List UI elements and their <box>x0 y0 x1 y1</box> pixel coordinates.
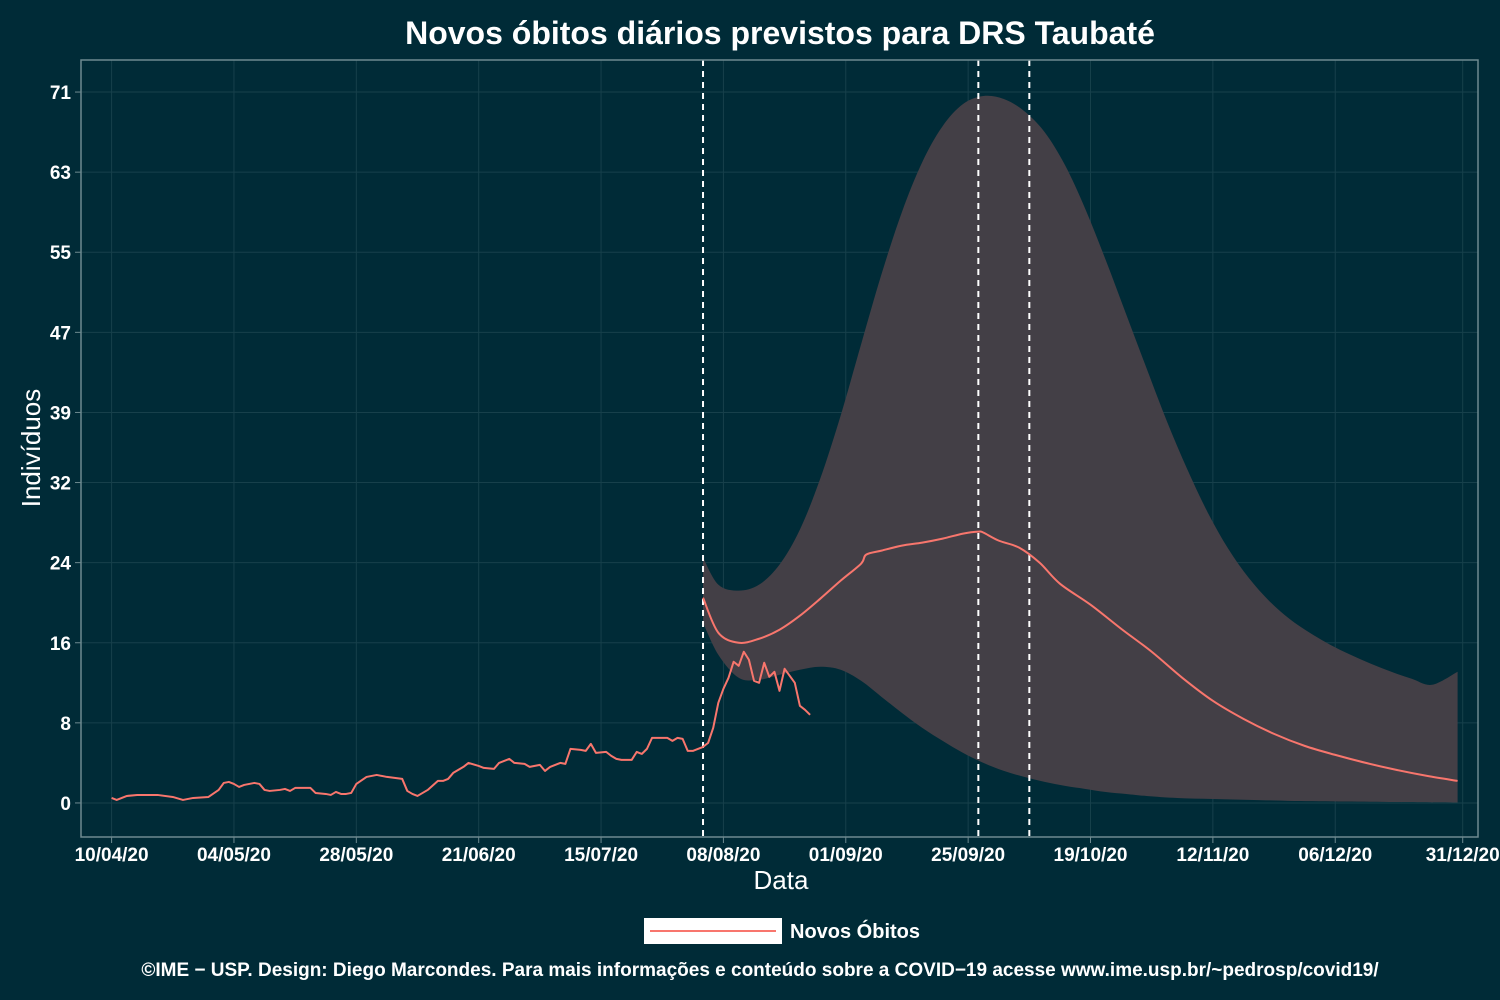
y-tick-label: 47 <box>50 323 71 344</box>
y-tick-label: 71 <box>50 83 72 104</box>
y-tick-label: 8 <box>60 714 71 735</box>
x-tick-label: 15/07/20 <box>564 845 638 866</box>
legend: Novos Óbitos <box>644 918 920 944</box>
y-tick-label: 24 <box>50 554 72 575</box>
x-tick-label: 21/06/20 <box>442 845 516 866</box>
series-lines <box>111 530 1458 801</box>
vertical-reference-lines <box>702 60 1031 837</box>
plot-area <box>80 59 1479 838</box>
y-tick-label: 55 <box>50 243 72 264</box>
y-tick-label: 32 <box>50 474 71 495</box>
x-axis-title: Data <box>754 865 809 895</box>
y-tick-label: 39 <box>50 403 71 424</box>
chart-title: Novos óbitos diários previstos para DRS … <box>405 15 1155 51</box>
x-tick-label: 08/08/20 <box>686 845 760 866</box>
forecast-band <box>703 95 1458 803</box>
observed-line <box>111 650 811 801</box>
x-axis-ticks: 10/04/20 04/05/20 28/05/20 21/06/20 15/07/20… <box>75 837 1500 866</box>
x-tick-label: 19/10/20 <box>1054 845 1128 866</box>
x-tick-label: 28/05/20 <box>319 845 393 866</box>
forecast-line <box>702 530 1458 782</box>
y-axis-title: Indivíduos <box>16 389 46 508</box>
y-tick-label: 16 <box>50 634 71 655</box>
y-tick-label: 0 <box>60 794 71 815</box>
x-tick-label: 12/11/20 <box>1176 845 1249 866</box>
x-tick-label: 31/12/20 <box>1426 845 1500 866</box>
x-tick-label: 10/04/20 <box>75 845 149 866</box>
plot-border <box>80 59 1479 838</box>
y-axis-ticks: 0 8 16 24 32 39 47 55 63 71 <box>50 83 81 815</box>
x-tick-label: 04/05/20 <box>197 845 271 866</box>
x-tick-label: 25/09/20 <box>931 845 1005 866</box>
x-tick-label: 01/09/20 <box>809 845 883 866</box>
caption: ©IME − USP. Design: Diego Marcondes. Par… <box>141 960 1379 981</box>
x-tick-label: 06/12/20 <box>1298 845 1372 866</box>
y-tick-label: 63 <box>50 163 71 184</box>
legend-label: Novos Óbitos <box>790 919 920 943</box>
